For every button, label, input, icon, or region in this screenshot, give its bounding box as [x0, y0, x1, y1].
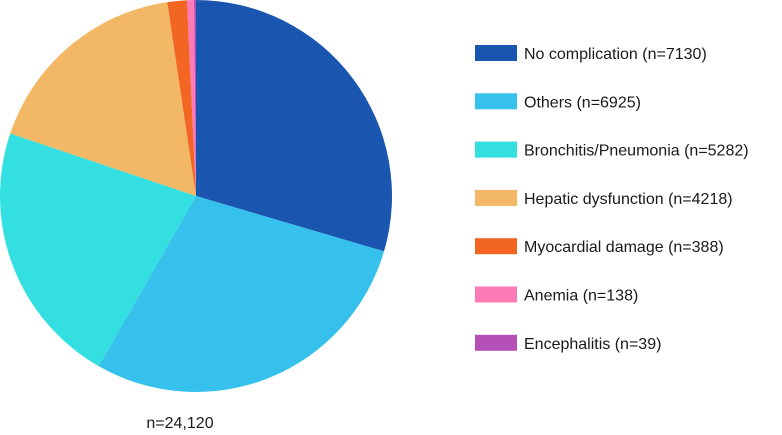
legend-swatch-3: [475, 189, 517, 206]
pie-slice-3: [10, 2, 196, 197]
legend-label-6: Encephalitis (n=39): [524, 336, 661, 353]
legend-swatch-4: [475, 238, 517, 255]
pie-slice-5: [186, 0, 196, 197]
pie-slice-1: [98, 196, 385, 393]
legend-swatch-6: [475, 334, 517, 351]
legend-swatch-0: [475, 45, 517, 61]
legend-label-4: Myocardial damage (n=388): [524, 239, 724, 256]
legend: No complication (n=7130) Others (n=6925) B…: [475, 45, 749, 353]
pie-slice-6: [194, 0, 196, 196]
legend-label-3: Hepatic dysfunction (n=4218): [524, 191, 733, 208]
pie-slice-4: [167, 0, 196, 196]
pie-slice-2: [0, 133, 196, 367]
total-count-label: n=24,120: [146, 415, 213, 432]
legend-swatch-5: [475, 286, 517, 303]
legend-label-2: Bronchitis/Pneumonia (n=5282): [524, 143, 749, 160]
pie-slice-0: [196, 0, 393, 252]
legend-label-1: Others (n=6925): [524, 94, 641, 111]
legend-label-5: Anemia (n=138): [524, 288, 638, 305]
pie-slices: [0, 0, 393, 393]
legend-label-0: No complication (n=7130): [524, 46, 707, 63]
legend-swatch-2: [475, 141, 517, 158]
legend-swatch-1: [475, 93, 517, 110]
